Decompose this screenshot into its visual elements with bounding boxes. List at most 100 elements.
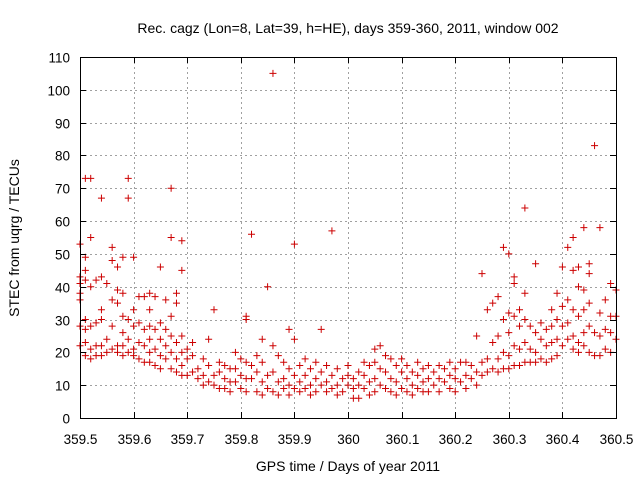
- data-point: [585, 322, 593, 330]
- data-point: [194, 375, 202, 383]
- data-point: [119, 312, 127, 320]
- data-point: [505, 352, 513, 360]
- x-tick-label: 360.5: [600, 432, 634, 447]
- data-point: [344, 371, 352, 379]
- data-point: [349, 375, 357, 383]
- data-point: [494, 293, 502, 301]
- data-point: [414, 384, 422, 392]
- data-point: [215, 358, 223, 366]
- data-point: [312, 388, 320, 396]
- data-point: [392, 361, 400, 369]
- data-point: [569, 234, 577, 241]
- data-point: [269, 388, 277, 396]
- data-point: [542, 325, 550, 333]
- data-point: [108, 322, 116, 330]
- data-point: [124, 194, 132, 202]
- data-point: [290, 335, 298, 343]
- data-point: [108, 296, 116, 304]
- data-point: [569, 332, 577, 340]
- data-point: [296, 378, 304, 386]
- data-point: [473, 381, 481, 389]
- data-point: [371, 388, 379, 396]
- data-point: [130, 253, 138, 261]
- data-point: [189, 368, 197, 376]
- data-point: [296, 361, 304, 369]
- data-point: [553, 289, 561, 297]
- data-point: [167, 332, 175, 340]
- data-point: [178, 266, 186, 274]
- data-point: [135, 319, 143, 327]
- data-point: [210, 381, 218, 389]
- data-point: [290, 240, 298, 248]
- data-point: [596, 309, 604, 317]
- data-point: [408, 381, 416, 389]
- data-point: [274, 378, 282, 386]
- data-point: [446, 384, 454, 392]
- data-point: [558, 263, 566, 271]
- data-point: [189, 352, 197, 360]
- data-point: [371, 358, 379, 366]
- data-point: [301, 384, 309, 392]
- data-point: [532, 329, 540, 337]
- data-point: [424, 388, 432, 396]
- data-point: [81, 316, 89, 324]
- data-point: [355, 381, 363, 389]
- data-point: [580, 306, 588, 314]
- data-point: [258, 378, 266, 386]
- data-point: [360, 358, 368, 366]
- data-point: [242, 358, 250, 366]
- data-point: [478, 371, 486, 379]
- data-point: [601, 345, 609, 353]
- data-point: [215, 368, 223, 376]
- data-point: [435, 388, 443, 396]
- data-point: [516, 361, 524, 369]
- data-point: [489, 299, 497, 307]
- data-point: [81, 266, 89, 274]
- x-tick-label: 360.4: [546, 432, 580, 447]
- data-point: [419, 365, 427, 373]
- y-tick-label: 60: [55, 215, 70, 230]
- y-tick-label: 70: [55, 182, 70, 197]
- y-tick-label: 90: [55, 117, 70, 132]
- data-point: [408, 391, 416, 399]
- data-point: [167, 234, 175, 241]
- data-point: [376, 342, 384, 350]
- x-tick-label: 360: [337, 432, 360, 447]
- data-point: [183, 345, 191, 353]
- data-point: [108, 345, 116, 353]
- data-point: [365, 391, 373, 399]
- data-point: [87, 283, 95, 291]
- data-point: [290, 371, 298, 379]
- data-point: [339, 375, 347, 383]
- y-tick-label: 100: [47, 84, 70, 99]
- data-point: [87, 322, 95, 330]
- data-point: [440, 365, 448, 373]
- data-point: [376, 381, 384, 389]
- data-point: [242, 388, 250, 396]
- data-point: [564, 243, 572, 251]
- data-point: [371, 345, 379, 353]
- data-point: [317, 381, 325, 389]
- data-point: [248, 230, 256, 238]
- data-point: [521, 339, 529, 347]
- data-point: [398, 355, 406, 363]
- data-point: [151, 325, 159, 333]
- data-point: [258, 358, 266, 366]
- data-point: [585, 270, 593, 278]
- data-point: [323, 361, 331, 369]
- data-point: [296, 388, 304, 396]
- data-point: [365, 378, 373, 386]
- data-point: [532, 358, 540, 366]
- data-point: [172, 339, 180, 347]
- data-point: [205, 361, 213, 369]
- data-point: [146, 348, 154, 356]
- data-point: [569, 266, 577, 274]
- data-point: [269, 368, 277, 376]
- data-point: [119, 289, 127, 297]
- data-point: [97, 316, 105, 324]
- data-point: [301, 355, 309, 363]
- data-point: [119, 253, 127, 261]
- data-point: [87, 345, 95, 353]
- x-tick-label: 359.9: [278, 432, 312, 447]
- data-point: [371, 375, 379, 383]
